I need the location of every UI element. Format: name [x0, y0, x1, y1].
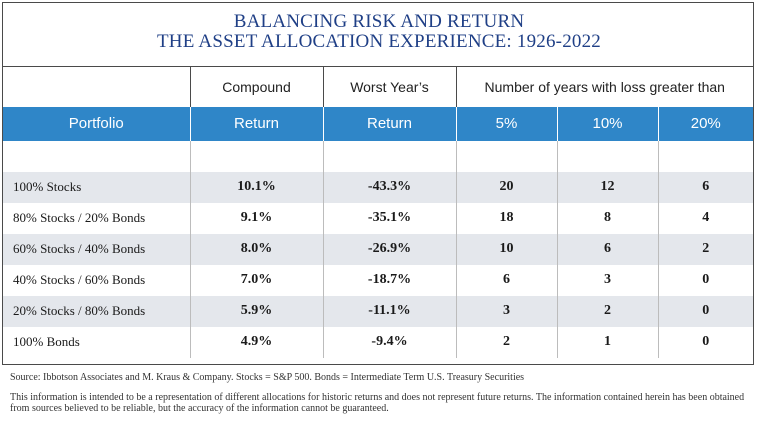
loss-10-cell: 1	[556, 326, 658, 358]
allocation-table: Compound Worst Year’s Number of years wi…	[3, 66, 754, 358]
compound-return-cell: 5.9%	[189, 295, 323, 327]
portfolio-cell: 40% Stocks / 60% Bonds	[13, 272, 146, 287]
loss-20-cell: 6	[657, 171, 754, 203]
source-note: Source: Ibbotson Associates and M. Kraus…	[10, 372, 525, 383]
worst-return-cell: -26.9%	[322, 233, 456, 265]
header-portfolio: Portfolio	[3, 106, 190, 141]
loss-5-cell: 6	[455, 264, 557, 296]
table-header-row: Portfolio Return Return 5% 10% 20%	[3, 106, 754, 141]
top-header-worst-year: Worst Year’s	[322, 66, 456, 107]
worst-return-cell: -35.1%	[322, 202, 456, 234]
loss-5-cell: 2	[455, 326, 557, 358]
portfolio-cell: 100% Stocks	[3, 171, 190, 203]
spacer-row	[3, 140, 754, 172]
worst-return-cell: -43.3%	[322, 171, 456, 203]
header-loss-10: 10%	[556, 106, 658, 141]
compound-return-cell: 7.0%	[189, 264, 323, 296]
loss-10-cell: 2	[556, 295, 658, 327]
loss-10-cell: 3	[556, 264, 658, 296]
loss-5-cell: 3	[455, 295, 557, 327]
compound-return-cell: 10.1%	[189, 171, 323, 203]
top-header-loss-years: Number of years with loss greater than	[455, 66, 754, 107]
table-row: 80% Stocks / 20% Bonds 9.1% -35.1% 18 8 …	[3, 202, 754, 234]
table-top-header-row: Compound Worst Year’s Number of years wi…	[3, 66, 754, 107]
top-header-empty	[3, 66, 190, 107]
portfolio-cell: 80% Stocks / 20% Bonds	[13, 210, 146, 225]
compound-return-cell: 8.0%	[189, 233, 323, 265]
loss-10-cell: 6	[556, 233, 658, 265]
portfolio-cell: 20% Stocks / 80% Bonds	[3, 295, 190, 327]
title-line-1: BALANCING RISK AND RETURN	[233, 11, 525, 32]
portfolio-cell: 100% Bonds	[13, 334, 80, 349]
loss-5-cell: 20	[455, 171, 557, 203]
table-frame: BALANCING RISK AND RETURN THE ASSET ALLO…	[2, 2, 754, 365]
loss-10-cell: 12	[556, 171, 658, 203]
top-header-compound: Compound	[189, 66, 323, 107]
table-row: 100% Bonds 4.9% -9.4% 2 1 0	[3, 326, 754, 358]
disclaimer-note: This information is intended to be a rep…	[10, 392, 745, 414]
table-row: 60% Stocks / 40% Bonds 8.0% -26.9% 10 6 …	[3, 233, 754, 265]
header-compound-return: Return	[189, 106, 323, 141]
loss-20-cell: 0	[657, 326, 754, 358]
worst-return-cell: -11.1%	[322, 295, 456, 327]
compound-return-cell: 4.9%	[189, 326, 323, 358]
header-loss-5: 5%	[455, 106, 557, 141]
loss-20-cell: 0	[657, 264, 754, 296]
loss-20-cell: 2	[657, 233, 754, 265]
table-row: 100% Stocks 10.1% -43.3% 20 12 6	[3, 171, 754, 203]
loss-5-cell: 18	[455, 202, 557, 234]
worst-return-cell: -18.7%	[322, 264, 456, 296]
header-loss-20: 20%	[657, 106, 754, 141]
title-line-2: THE ASSET ALLOCATION EXPERIENCE: 1926-20…	[157, 31, 601, 52]
worst-return-cell: -9.4%	[322, 326, 456, 358]
loss-20-cell: 0	[657, 295, 754, 327]
loss-5-cell: 10	[455, 233, 557, 265]
portfolio-cell: 60% Stocks / 40% Bonds	[3, 233, 190, 265]
loss-20-cell: 4	[657, 202, 754, 234]
table-row: 20% Stocks / 80% Bonds 5.9% -11.1% 3 2 0	[3, 295, 754, 327]
loss-10-cell: 8	[556, 202, 658, 234]
compound-return-cell: 9.1%	[189, 202, 323, 234]
table-row: 40% Stocks / 60% Bonds 7.0% -18.7% 6 3 0	[3, 264, 754, 296]
document-title: BALANCING RISK AND RETURN THE ASSET ALLO…	[3, 12, 755, 52]
header-worst-return: Return	[322, 106, 456, 141]
